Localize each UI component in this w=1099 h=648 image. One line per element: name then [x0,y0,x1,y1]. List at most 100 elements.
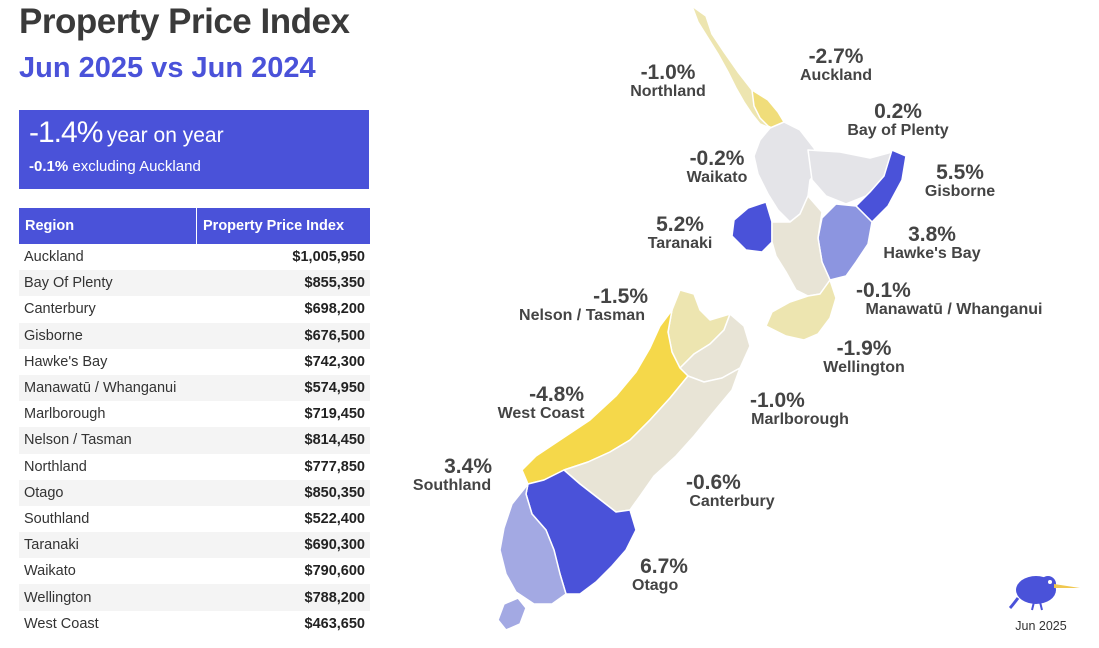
marlborough-pct: -1.0% [750,389,805,412]
label-southland: 3.4% Southland [406,456,498,494]
table-row[interactable]: Manawatū / Whanganui $574,950 [19,374,370,402]
hawkes-bay-name: Hawke's Bay [883,245,981,262]
manawatu-name: Manawatū / Whanganui [865,301,1043,318]
auckland-name: Auckland [799,67,872,84]
nelson-pct: -1.5% [593,285,648,308]
bay-of-plenty-pct: 0.2% [874,100,922,123]
index-value-cell: $777,850 [304,458,365,475]
region-cell: Nelson / Tasman [19,427,197,454]
region-taranaki[interactable] [731,201,773,253]
label-nelson: -1.5% Nelson / Tasman [510,286,654,324]
table-row[interactable]: Canterbury $698,200 [19,296,370,322]
table-row[interactable]: Marlborough $719,450 [19,401,370,427]
region-hawkes-bay[interactable] [817,203,873,281]
table-row[interactable]: Northland $777,850 [19,454,370,480]
secondary-text: excluding Auckland [72,158,201,175]
index-value-cell: $1,005,950 [292,249,365,266]
hawkes-bay-pct: 3.8% [908,223,956,246]
northland-pct: -1.0% [640,61,696,84]
table-header-row: Region Property Price Index [19,208,370,244]
label-manawatu: -0.1% Manawatū / Whanganui [852,280,1056,318]
index-value-cell: $814,450 [196,427,370,454]
region-cell: Northland [24,458,87,475]
index-value-cell: $698,200 [304,301,365,318]
otago-pct: 6.7% [640,555,688,578]
region-cell: Bay Of Plenty [19,270,197,297]
label-wellington: -1.9% Wellington [814,338,914,376]
region-cell: Taranaki [19,532,197,559]
region-cell: Marlborough [24,406,106,423]
index-value-cell: $742,300 [304,353,365,370]
table-row[interactable]: Taranaki $690,300 [19,532,370,559]
label-waikato: -0.2% Waikato [676,148,758,186]
table-row[interactable]: Gisborne $676,500 [19,322,370,349]
table-row[interactable]: Bay Of Plenty $855,350 [19,270,370,297]
label-taranaki: 5.2% Taranaki [640,214,720,252]
table-row[interactable]: Nelson / Tasman $814,450 [19,427,370,454]
region-cell: Otago [19,479,197,506]
label-gisborne: 5.5% Gisborne [920,162,1000,200]
southland-pct: 3.4% [444,455,492,478]
index-value-cell: $855,350 [196,270,370,297]
label-canterbury: -0.6% Canterbury [682,472,782,510]
region-cell: Auckland [24,249,84,266]
region-cell: Southland [24,510,90,527]
northland-name: Northland [630,83,706,100]
table-row[interactable]: West Coast $463,650 [19,611,370,637]
wellington-pct: -1.9% [836,337,892,360]
kiwi-bird-icon [1008,568,1088,617]
column-header-index[interactable]: Property Price Index [196,208,370,244]
table-row[interactable]: Hawke's Bay $742,300 [19,349,370,375]
index-value-cell: $790,600 [304,563,365,580]
index-value-cell: $719,450 [304,406,365,423]
wellington-name: Wellington [823,359,905,376]
page-subtitle: Jun 2025 vs Jun 2024 [19,52,316,84]
page-title: Property Price Index [19,2,350,41]
index-value-cell: $463,650 [304,615,365,632]
table-row[interactable]: Southland $522,400 [19,506,370,532]
west-coast-pct: -4.8% [529,383,584,406]
column-header-region[interactable]: Region [19,208,197,244]
canterbury-name: Canterbury [689,493,775,510]
table-row[interactable]: Wellington $788,200 [19,584,370,611]
nz-map [497,5,907,631]
taranaki-name: Taranaki [647,235,713,252]
marlborough-name: Marlborough [751,411,849,428]
region-stewart-island[interactable] [497,597,527,631]
secondary-row: -0.1% excluding Auckland [29,158,359,175]
waikato-name: Waikato [686,169,748,186]
headline-text: year on year [106,124,224,147]
nelson-name: Nelson / Tasman [519,307,645,324]
region-cell: Waikato [24,563,76,580]
table-row[interactable]: Otago $850,350 [19,479,370,506]
canterbury-pct: -0.6% [686,471,741,494]
taranaki-pct: 5.2% [656,213,704,236]
headline-value: -1.4% [29,116,103,149]
southland-name: Southland [412,477,492,494]
gisborne-name: Gisborne [924,183,996,200]
headline-row: -1.4% year on year [29,116,359,150]
waikato-pct: -0.2% [689,147,745,170]
price-index-table: Region Property Price Index Auckland $1,0… [19,208,370,637]
auckland-pct: -2.7% [808,45,864,68]
secondary-value: -0.1% [29,158,69,175]
index-value-cell: $676,500 [196,322,370,349]
region-cell: Wellington [19,584,197,611]
west-coast-name: West Coast [497,405,585,422]
label-otago: 6.7% Otago [632,556,696,594]
region-cell: Canterbury [24,301,96,318]
region-southland[interactable] [499,483,567,605]
bay-of-plenty-name: Bay of Plenty [847,122,949,139]
table-row[interactable]: Waikato $790,600 [19,558,370,584]
index-value-cell: $850,350 [196,479,370,506]
region-cell: West Coast [24,615,99,632]
label-marlborough: -1.0% Marlborough [744,390,856,428]
region-cell: Manawatū / Whanganui [19,374,197,402]
region-wellington[interactable] [765,279,837,341]
date-stamp: Jun 2025 [1015,619,1067,633]
otago-name: Otago [632,577,679,594]
table-row[interactable]: Auckland $1,005,950 [19,244,370,270]
index-value-cell: $788,200 [196,584,370,611]
manawatu-pct: -0.1% [856,279,911,302]
label-northland: -1.0% Northland [622,62,714,100]
